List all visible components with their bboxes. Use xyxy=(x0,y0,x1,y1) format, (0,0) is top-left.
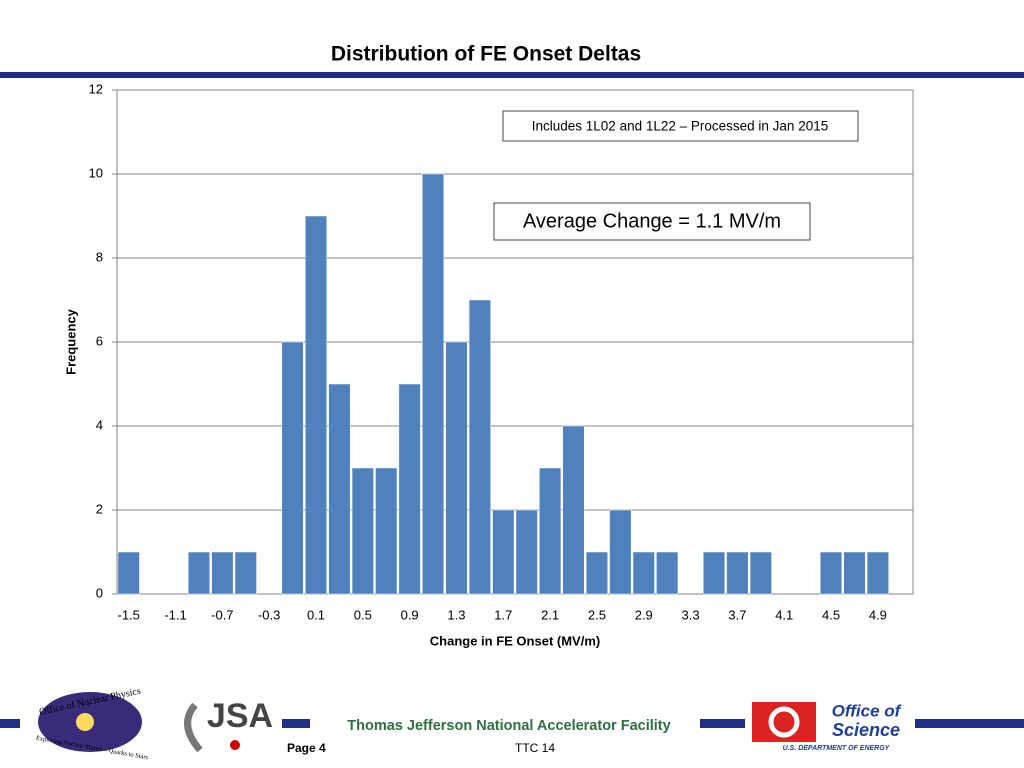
bar xyxy=(281,341,304,595)
annotation: Includes 1L02 and 1L22 – Processed in Ja… xyxy=(532,119,828,134)
x-tick-label: -1.5 xyxy=(118,607,140,622)
bar xyxy=(609,509,632,595)
bar xyxy=(328,383,351,595)
page-number: Page 4 xyxy=(287,741,326,755)
x-tick-label: 2.5 xyxy=(588,607,606,622)
y-tick-label: 6 xyxy=(96,333,103,348)
annotation-box xyxy=(493,202,811,241)
science-logo-swirl xyxy=(768,706,800,738)
x-tick-label: 4.9 xyxy=(869,607,887,622)
annotation: Average Change = 1.1 MV/m xyxy=(523,210,781,232)
jsa-logo: JSA xyxy=(207,697,273,735)
event: TTC 14 xyxy=(515,741,555,755)
bar xyxy=(585,551,608,595)
bar xyxy=(820,551,843,595)
bar xyxy=(632,551,655,595)
bar xyxy=(211,551,234,595)
bar xyxy=(562,425,585,595)
bar xyxy=(656,551,679,595)
x-tick-label: 3.3 xyxy=(682,607,700,622)
facility: Thomas Jefferson National Accelerator Fa… xyxy=(347,718,670,734)
bar xyxy=(468,299,491,595)
bar xyxy=(351,467,374,595)
bar xyxy=(234,551,257,595)
footer-rule xyxy=(0,719,20,728)
bar xyxy=(398,383,421,595)
bar xyxy=(866,551,889,595)
nuclear-logo-core xyxy=(76,713,94,731)
bar xyxy=(843,551,866,595)
bar xyxy=(117,551,140,595)
footer-rule xyxy=(915,719,1024,728)
jsa-dot xyxy=(230,740,240,750)
bar xyxy=(515,509,538,595)
x-tick-label: 2.9 xyxy=(635,607,653,622)
doe-text: U.S. DEPARTMENT OF ENERGY xyxy=(783,745,891,752)
x-axis-label: Change in FE Onset (MV/m) xyxy=(430,633,600,648)
x-tick-label: -1.1 xyxy=(164,607,186,622)
annotation-box xyxy=(502,110,859,142)
footer-rule xyxy=(700,719,745,728)
y-axis-label: Frequency xyxy=(63,308,78,375)
y-tick-label: 8 xyxy=(96,249,103,264)
footer-rule xyxy=(282,719,310,728)
bar xyxy=(422,173,445,595)
x-tick-label: 0.1 xyxy=(307,607,325,622)
header-rule xyxy=(0,72,1024,78)
bar xyxy=(749,551,772,595)
y-tick-label: 12 xyxy=(89,81,103,96)
x-tick-label: 4.1 xyxy=(775,607,793,622)
jsa-swoosh xyxy=(184,702,203,753)
x-tick-label: -0.3 xyxy=(258,607,280,622)
bar xyxy=(187,551,210,595)
x-tick-label: 3.7 xyxy=(728,607,746,622)
x-tick-label: 0.9 xyxy=(401,607,419,622)
science-logo-text: Office of xyxy=(832,701,903,720)
bar xyxy=(445,341,468,595)
bar xyxy=(726,551,749,595)
x-tick-label: 1.7 xyxy=(494,607,512,622)
x-tick-label: 4.5 xyxy=(822,607,840,622)
bar xyxy=(702,551,726,595)
y-tick-label: 4 xyxy=(96,417,103,432)
x-tick-label: 0.5 xyxy=(354,607,372,622)
x-tick-label: -0.7 xyxy=(211,607,233,622)
science-logo-text: Science xyxy=(832,720,900,740)
bar xyxy=(539,467,562,595)
y-tick-label: 0 xyxy=(96,585,103,600)
y-tick-label: 2 xyxy=(96,501,103,516)
x-tick-label: 2.1 xyxy=(541,607,559,622)
bar xyxy=(492,509,515,595)
bar xyxy=(304,215,328,595)
chart-title: Distribution of FE Onset Deltas xyxy=(331,43,641,66)
x-tick-label: 1.3 xyxy=(447,607,465,622)
y-tick-label: 10 xyxy=(89,165,103,180)
bar xyxy=(375,467,398,595)
